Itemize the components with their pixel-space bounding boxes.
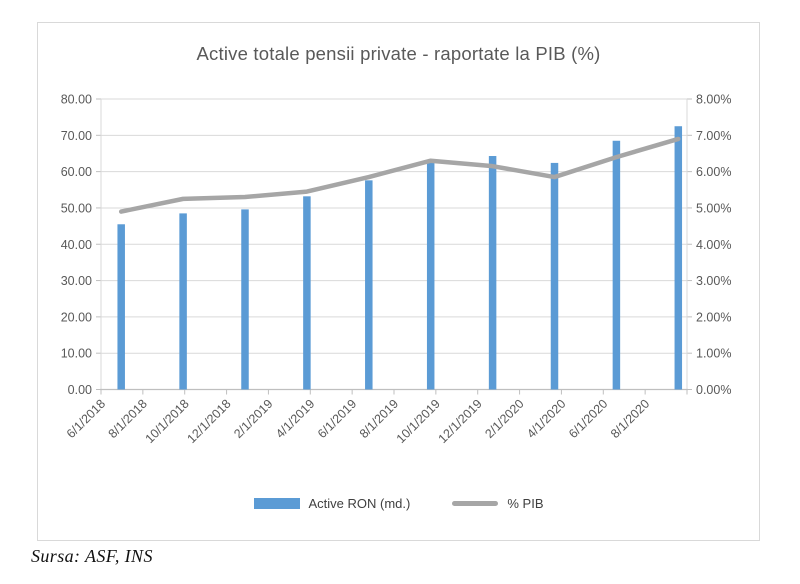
bar (365, 180, 373, 390)
bar (488, 156, 497, 390)
legend-label-pib: % PIB (507, 496, 544, 511)
chart-container: Active totale pensii private - raportate… (37, 22, 760, 541)
left-axis-label: 40.00 (61, 238, 92, 252)
left-axis-label: 20.00 (61, 310, 92, 324)
chart-canvas: 80.00 70.00 60.00 50.00 40.00 30.00 20.00 10.00… (61, 93, 732, 446)
x-axis-label: 4/1/2019 (273, 397, 317, 441)
x-axis-label: 10/1/2019 (394, 397, 443, 446)
legend-item-pib: % PIB (452, 496, 543, 511)
legend-label-active-ron: Active RON (md.) (308, 496, 411, 511)
bar (241, 209, 249, 390)
left-axis-label: 80.00 (61, 93, 92, 107)
x-axis-label: 6/1/2018 (64, 397, 108, 441)
bar-series-swatch-icon (253, 498, 300, 509)
bar (674, 126, 683, 390)
x-axis-label: 2/1/2019 (231, 397, 275, 441)
bar (117, 224, 125, 390)
x-axis-label: 6/1/2020 (566, 397, 610, 441)
bar (426, 162, 435, 390)
right-axis-label: 2.00% (696, 310, 731, 324)
chart-legend: Active RON (md.) % PIB (38, 496, 759, 511)
x-axis-label: 12/1/2018 (184, 397, 233, 446)
left-axis-label: 0.00 (68, 383, 92, 397)
line-series-swatch-icon (452, 501, 499, 506)
right-axis-label: 5.00% (696, 201, 731, 215)
left-axis-label: 50.00 (61, 201, 92, 215)
right-axis-label: 0.00% (696, 383, 731, 397)
left-axis-label: 60.00 (61, 165, 92, 179)
bar (612, 140, 621, 390)
right-axis-label: 6.00% (696, 165, 731, 179)
left-axis-label: 30.00 (61, 274, 92, 288)
left-axis-label: 10.00 (61, 347, 92, 361)
left-axis-label: 70.00 (61, 129, 92, 143)
bar (550, 162, 559, 390)
right-axis-label: 4.00% (696, 238, 731, 252)
right-axis-label: 3.00% (696, 274, 731, 288)
x-axis-label: 10/1/2018 (143, 397, 192, 446)
x-axis-label: 6/1/2019 (315, 397, 359, 441)
legend-item-active-ron: Active RON (md.) (253, 496, 411, 511)
x-axis-label: 2/1/2020 (482, 397, 526, 441)
x-axis-label: 12/1/2019 (436, 397, 485, 446)
right-axis-label: 7.00% (696, 129, 731, 143)
right-axis-label: 1.00% (696, 347, 731, 361)
pib-line (118, 136, 681, 214)
x-axis-label: 8/1/2020 (608, 397, 652, 441)
bar (303, 196, 311, 390)
source-note: Sursa: ASF, INS (31, 546, 153, 566)
x-axis-label: 4/1/2020 (524, 397, 568, 441)
chart-title: Active totale pensii private - raportate… (196, 43, 601, 64)
bar (179, 213, 187, 390)
right-axis-label: 8.00% (696, 93, 731, 107)
